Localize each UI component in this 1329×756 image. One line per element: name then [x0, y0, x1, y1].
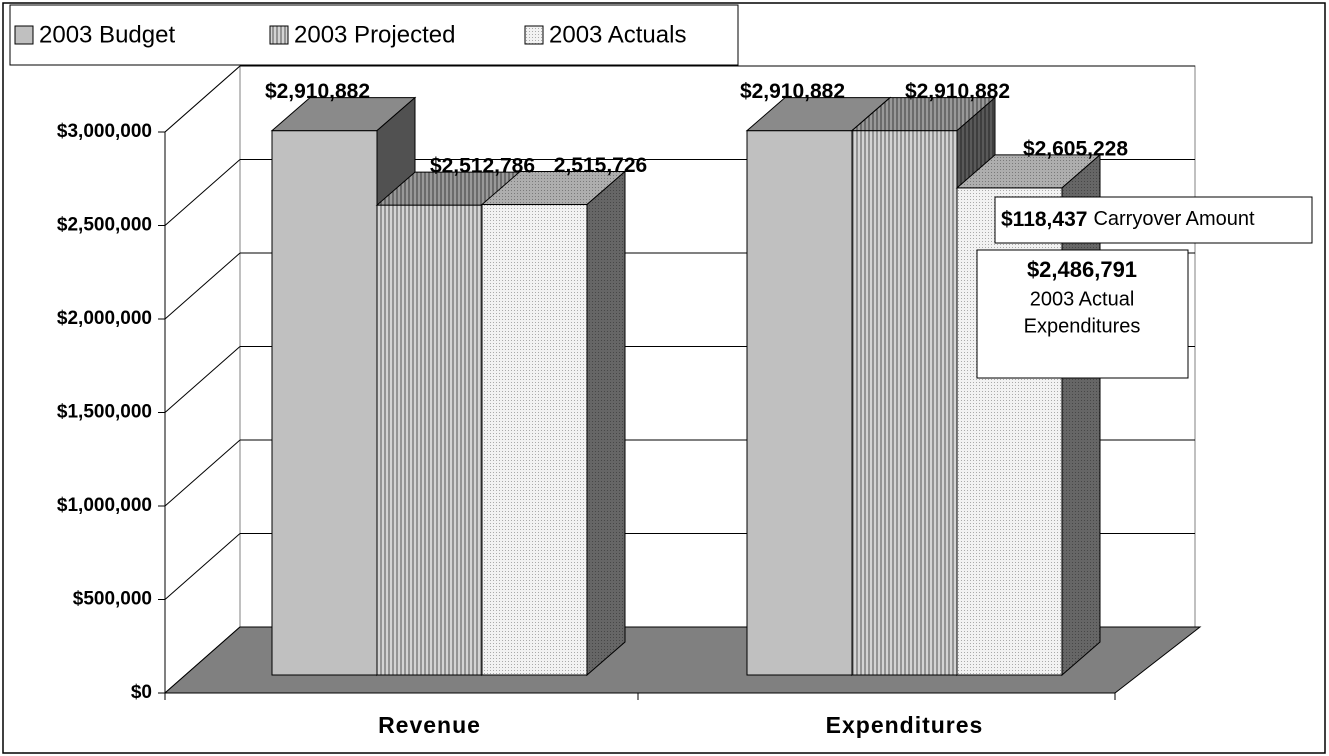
- annotation-amount: $118,437: [1001, 208, 1087, 231]
- bar: [376, 204, 483, 676]
- annotation-text: 2003 Actual: [1030, 288, 1135, 310]
- bars: $2,910,882 $2,512,786 2,515,726 $2,910,882 $…: [265, 80, 1128, 677]
- x-tick-label: Revenue: [378, 712, 481, 738]
- legend: 2003 Budget 2003 Projected 2003 Actuals: [9, 4, 739, 66]
- grid-line: [164, 252, 241, 320]
- annotation-box: [994, 196, 1313, 244]
- grid-line: [164, 65, 241, 133]
- value-label: $2,605,228: [1023, 137, 1128, 160]
- value-label: $2,910,882: [740, 80, 845, 103]
- value-label: $2,910,882: [265, 80, 370, 103]
- y-tick-label: $1,000,000: [57, 495, 152, 516]
- legend-label: 2003 Projected: [294, 21, 455, 48]
- bar: [481, 204, 588, 676]
- annotation: $118,437 Carryover Amount: [1001, 208, 1255, 231]
- grid-line: [164, 346, 241, 413]
- legend-label: 2003 Actuals: [549, 21, 686, 48]
- value-label: $2,910,882: [905, 80, 1010, 103]
- legend-label: 2003 Budget: [39, 21, 175, 48]
- y-tick-label: $3,000,000: [57, 121, 152, 142]
- y-tick-label: $500,000: [73, 589, 152, 610]
- annotation-amount: $2,486,791: [1027, 257, 1137, 282]
- y-tick-label: $2,500,000: [57, 215, 152, 236]
- legend-swatch: [524, 25, 544, 45]
- y-tick-label: $0: [131, 682, 152, 703]
- annotation-text: Carryover Amount: [1093, 208, 1255, 230]
- x-tick-label: Expenditures: [826, 712, 984, 738]
- annotations: $118,437 Carryover Amount $2,486,791 2003 A…: [976, 196, 1313, 379]
- annotation-text: Expenditures: [1024, 315, 1141, 337]
- value-label: 2,515,726: [554, 154, 647, 177]
- y-tick-label: $2,000,000: [57, 308, 152, 329]
- grid-line: [164, 439, 241, 507]
- bar-side: [586, 170, 626, 677]
- bar: [851, 130, 958, 676]
- annotation-box: [976, 249, 1189, 379]
- grid-line: [164, 159, 241, 226]
- legend-box: [9, 4, 739, 66]
- y-tick-label: $1,500,000: [57, 402, 152, 423]
- bar: [746, 130, 853, 676]
- legend-swatch: [269, 25, 289, 45]
- value-label: $2,512,786: [430, 155, 535, 178]
- legend-swatch: [14, 25, 34, 45]
- grid-line: [164, 533, 241, 600]
- bar: [271, 130, 378, 676]
